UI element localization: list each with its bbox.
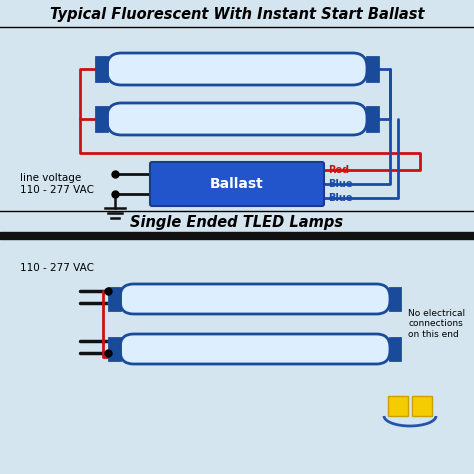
Text: 110 - 277 VAC: 110 - 277 VAC bbox=[20, 263, 94, 273]
Text: Blue: Blue bbox=[328, 193, 353, 203]
Bar bbox=[109, 288, 120, 310]
Bar bbox=[96, 107, 107, 131]
Text: line voltage
110 - 277 VAC: line voltage 110 - 277 VAC bbox=[20, 173, 94, 195]
Bar bbox=[390, 337, 401, 360]
Text: Blue: Blue bbox=[328, 179, 353, 189]
Bar bbox=[412, 396, 432, 416]
Text: Typical Fluorescent With Instant Start Ballast: Typical Fluorescent With Instant Start B… bbox=[50, 7, 424, 21]
FancyBboxPatch shape bbox=[120, 284, 390, 314]
Bar bbox=[109, 337, 120, 360]
Bar bbox=[390, 288, 401, 310]
Bar bbox=[388, 396, 408, 416]
FancyBboxPatch shape bbox=[107, 53, 367, 85]
Bar bbox=[367, 57, 378, 81]
Bar bbox=[96, 57, 107, 81]
Bar bbox=[367, 107, 378, 131]
FancyBboxPatch shape bbox=[120, 334, 390, 364]
Text: No electrical
connections
on this end: No electrical connections on this end bbox=[409, 309, 465, 339]
FancyBboxPatch shape bbox=[107, 103, 367, 135]
Text: Ballast: Ballast bbox=[210, 177, 264, 191]
Text: Red: Red bbox=[328, 165, 349, 175]
FancyBboxPatch shape bbox=[150, 162, 324, 206]
Text: Single Ended TLED Lamps: Single Ended TLED Lamps bbox=[130, 215, 344, 229]
